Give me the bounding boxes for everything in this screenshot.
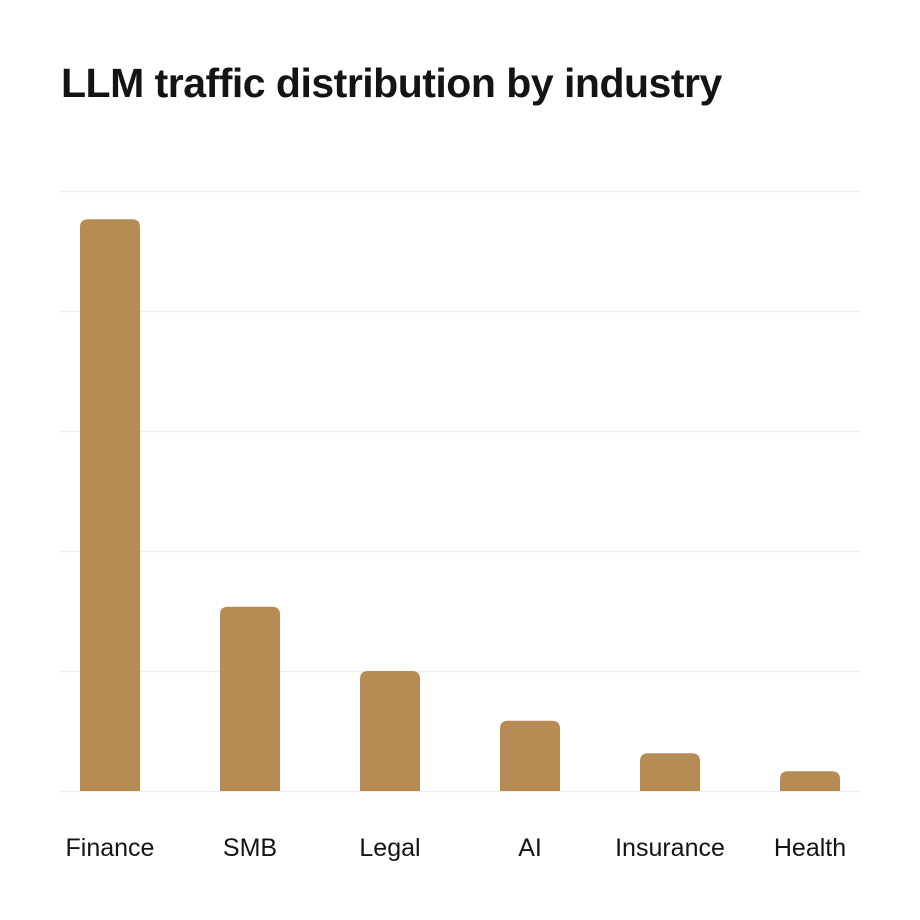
gridlines — [60, 190, 860, 793]
bars — [80, 219, 840, 791]
x-tick-label-smb: SMB — [223, 834, 277, 862]
bar-smb — [220, 606, 280, 791]
bar-finance — [80, 219, 140, 791]
x-tick-label-finance: Finance — [66, 834, 155, 862]
bar-ai — [500, 720, 560, 791]
x-tick-label-health: Health — [774, 834, 846, 862]
chart-title: LLM traffic distribution by industry — [61, 60, 722, 106]
x-tick-labels: Finance SMB Legal AI Insurance Health — [66, 834, 847, 862]
bar-insurance — [640, 753, 700, 791]
x-tick-label-insurance: Insurance — [615, 834, 725, 862]
x-tick-label-legal: Legal — [359, 834, 420, 862]
bar-health — [780, 771, 840, 791]
x-tick-label-ai: AI — [518, 834, 542, 862]
bar-legal — [360, 671, 420, 791]
